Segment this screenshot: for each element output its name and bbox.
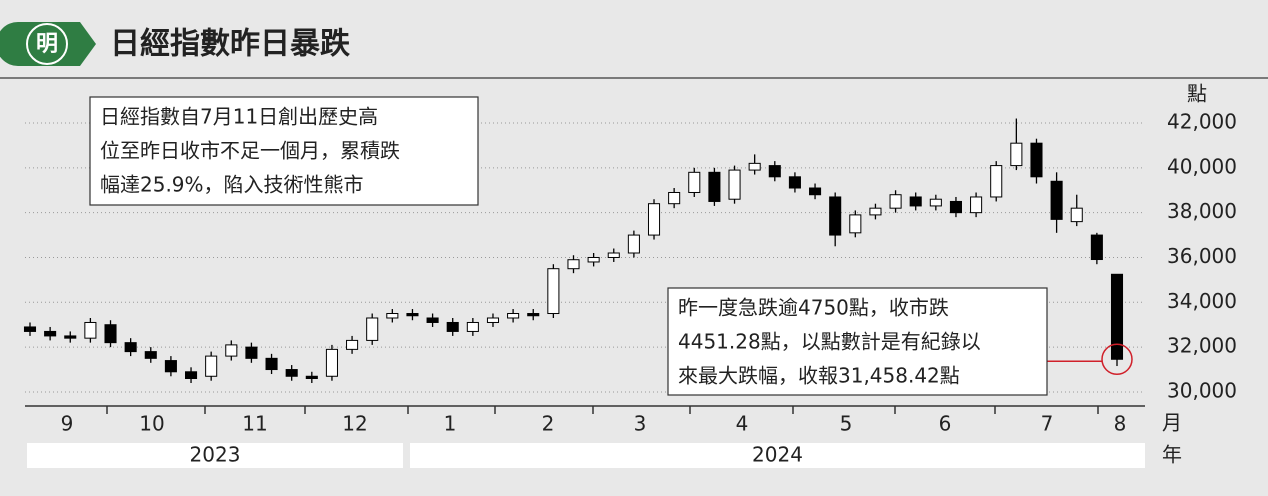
- y-tick-label: 36,000: [1167, 244, 1237, 268]
- candle-body: [809, 187, 822, 196]
- x-axis-unit: 月: [1162, 411, 1182, 435]
- candle-body: [949, 200, 962, 214]
- annotation-text: 來最大跌幅，收報31,458.42點: [678, 364, 960, 388]
- candle-body: [688, 171, 701, 193]
- candle-body: [366, 317, 379, 341]
- y-tick-label: 32,000: [1167, 334, 1237, 358]
- candle-body: [1090, 234, 1103, 261]
- candle-body: [869, 207, 882, 216]
- candle-body: [265, 357, 278, 371]
- annotation-text: 位至昨日收市不足一個月，累積跌: [100, 139, 400, 163]
- y-tick-label: 38,000: [1167, 199, 1237, 223]
- candle-body: [849, 214, 862, 234]
- candle-body: [426, 317, 439, 323]
- year-unit: 年: [1162, 443, 1182, 467]
- x-tick-label: 3: [634, 412, 647, 436]
- x-tick-label: 11: [242, 412, 267, 436]
- candle-body: [124, 342, 137, 353]
- candle-body: [144, 351, 157, 359]
- candle-body: [547, 268, 560, 315]
- y-tick-label: 42,000: [1167, 110, 1237, 134]
- candle-body: [1010, 142, 1023, 167]
- annotation-box: [667, 287, 1048, 396]
- logo-circle: [26, 23, 68, 65]
- candle-body: [889, 194, 902, 209]
- annotation-text: 昨一度急跌逾4750點，收市跌: [678, 296, 949, 320]
- candle-body: [970, 196, 983, 214]
- candle-body: [23, 326, 37, 332]
- candle-body: [44, 330, 57, 337]
- x-tick-label: 8: [1114, 412, 1127, 436]
- candle-body: [245, 346, 258, 359]
- year-label: 2023: [190, 443, 241, 467]
- annotation-box: [89, 96, 479, 206]
- y-tick-label: 34,000: [1167, 289, 1237, 313]
- candle-body: [185, 371, 198, 380]
- candle-body: [1050, 180, 1063, 220]
- annotation-text: 4451.28點，以點數計是有紀錄以: [678, 330, 981, 354]
- candle-body: [1030, 142, 1043, 178]
- candle-body: [788, 176, 801, 189]
- candle-body: [829, 196, 842, 236]
- candle-body: [567, 259, 580, 270]
- candle-body: [486, 317, 500, 323]
- y-tick-label: 30,000: [1167, 378, 1237, 402]
- year-bar: [27, 443, 403, 468]
- annotation-text: 日經指數自7月11日創出歷史高: [100, 105, 378, 129]
- candle-body: [164, 360, 177, 373]
- candle-body: [587, 256, 600, 263]
- candle-body: [84, 321, 97, 339]
- candle-body: [104, 324, 117, 344]
- candle-body: [909, 196, 922, 207]
- candle-body: [346, 339, 359, 350]
- x-tick-label: 1: [444, 412, 457, 436]
- candle-body: [929, 198, 942, 207]
- candle-body: [647, 203, 661, 236]
- candle-body: [708, 171, 721, 202]
- candle-body: [1110, 273, 1124, 360]
- title: 日經指數昨日暴跌: [110, 27, 350, 62]
- candle-body: [466, 321, 479, 332]
- candle-body: [668, 191, 681, 205]
- candle-body: [728, 169, 741, 200]
- candle-body: [768, 165, 781, 178]
- x-tick-label: 9: [61, 412, 74, 436]
- candle-body: [64, 335, 77, 339]
- x-tick-label: 7: [1041, 412, 1054, 436]
- x-tick-label: 4: [736, 412, 749, 436]
- y-axis-unit: 點: [1187, 82, 1207, 106]
- candle-body: [386, 313, 399, 319]
- candle-body: [225, 344, 238, 357]
- candle-body: [748, 162, 761, 171]
- year-bar: [410, 443, 1145, 468]
- x-tick-label: 5: [840, 412, 853, 436]
- callout-circle: [1101, 343, 1133, 376]
- candle-body: [406, 313, 419, 317]
- candle-body: [305, 375, 318, 380]
- candle-body: [990, 165, 1003, 198]
- x-tick-label: 10: [139, 412, 164, 436]
- annotation-text: 幅達25.9%，陷入技術性熊市: [100, 173, 364, 197]
- x-tick-label: 12: [342, 412, 367, 436]
- candle-body: [285, 369, 298, 377]
- logo: 明: [36, 32, 58, 57]
- candle-body: [325, 348, 338, 377]
- candle-body: [627, 234, 640, 254]
- candle-body: [607, 252, 620, 258]
- candle-body: [527, 313, 540, 317]
- candle-body: [507, 313, 520, 319]
- y-tick-label: 40,000: [1167, 154, 1237, 178]
- candle-body: [1070, 207, 1083, 223]
- x-tick-label: 6: [939, 412, 952, 436]
- candle-body: [446, 321, 459, 332]
- x-tick-label: 2: [542, 412, 555, 436]
- year-label: 2024: [752, 443, 803, 467]
- candle-body: [205, 355, 218, 377]
